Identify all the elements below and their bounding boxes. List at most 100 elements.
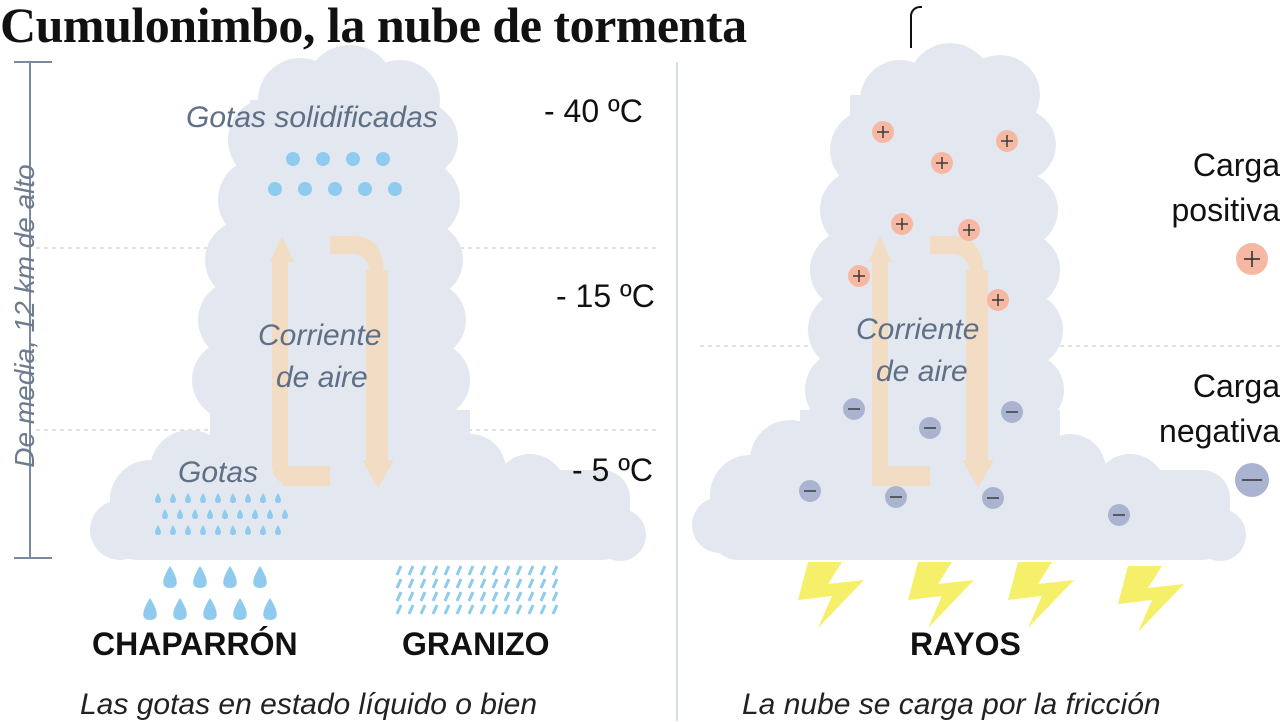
hail-streak	[505, 566, 509, 575]
temperature-label-bottom: - 5 ºC	[572, 452, 653, 489]
negative-charge-icon	[885, 486, 907, 508]
hail-streak	[469, 592, 473, 601]
hail-streak	[541, 566, 545, 575]
hail-streak	[505, 592, 509, 601]
raindrop	[143, 598, 157, 620]
hail-streak	[529, 579, 533, 588]
legend-negative-line1: Carga	[1193, 364, 1280, 409]
hail-streak	[433, 592, 437, 601]
right-current-label-line2: de aire	[876, 355, 968, 389]
hail-streak	[553, 566, 557, 575]
raindrop	[233, 598, 247, 620]
legend-positive-charge-icon	[1236, 243, 1268, 275]
panel-divider	[676, 62, 678, 721]
hail-streak	[409, 566, 413, 575]
lightning-bolt	[908, 562, 974, 628]
hail-streak	[505, 579, 509, 588]
hail-streak	[397, 566, 401, 575]
height-axis-label: De media, 12 km de alto	[9, 136, 41, 496]
hail-streak	[445, 605, 449, 614]
raindrop	[223, 566, 237, 588]
negative-charge-icon	[843, 398, 865, 420]
drops-label: Gotas	[178, 456, 258, 490]
negative-charge-icon	[799, 480, 821, 502]
hail-streak	[457, 592, 461, 601]
legend-negative-charge-icon	[1235, 463, 1269, 497]
positive-charge-icon	[872, 121, 894, 143]
raindrop	[203, 598, 217, 620]
lightning-bolt	[798, 562, 864, 628]
hail-streak	[541, 592, 545, 601]
hail-streak	[397, 579, 401, 588]
hail-streak	[517, 579, 521, 588]
legend-positive-line1: Carga	[1193, 143, 1280, 188]
lightning-bolt	[1118, 566, 1184, 632]
hail-streak	[517, 592, 521, 601]
hail-streak	[409, 579, 413, 588]
raindrop	[163, 566, 177, 588]
lightning-bolt	[1008, 562, 1074, 628]
legend-negative-line2: negativa	[1159, 409, 1280, 454]
hail-streak	[421, 592, 425, 601]
shower-label: CHAPARRÓN	[92, 626, 298, 663]
left-caption: Las gotas en estado líquido o bien	[80, 688, 537, 722]
negative-charge-icon	[1001, 401, 1023, 423]
hail-streak	[409, 592, 413, 601]
hail-streak	[529, 592, 533, 601]
hail-streak	[517, 566, 521, 575]
raindrop-icon	[143, 566, 277, 620]
hail-streak	[481, 566, 485, 575]
temperature-label-top: - 40 ºC	[544, 93, 643, 130]
hail-streak	[433, 566, 437, 575]
hail-streak	[469, 566, 473, 575]
hail-streak	[481, 605, 485, 614]
hail-label: GRANIZO	[402, 626, 550, 663]
right-caption: La nube se carga por la fricción	[742, 688, 1161, 722]
hail-streak	[481, 579, 485, 588]
legend-positive-line2: positiva	[1172, 188, 1280, 233]
hail-streak	[409, 605, 413, 614]
hail-icon	[397, 566, 557, 614]
positive-charge-icon	[996, 130, 1018, 152]
hail-streak	[469, 579, 473, 588]
hail-streak	[481, 592, 485, 601]
hail-streak	[541, 605, 545, 614]
hail-streak	[457, 605, 461, 614]
hail-streak	[433, 579, 437, 588]
hail-streak	[421, 605, 425, 614]
lightning-icon	[798, 562, 1184, 632]
hail-streak	[445, 566, 449, 575]
hail-streak	[529, 605, 533, 614]
raindrop	[253, 566, 267, 588]
hail-streak	[457, 579, 461, 588]
negative-charge-icon	[919, 417, 941, 439]
positive-charge-icon	[891, 213, 913, 235]
hail-streak	[517, 605, 521, 614]
raindrop	[173, 598, 187, 620]
positive-charge-icon	[987, 289, 1009, 311]
hail-streak	[553, 592, 557, 601]
positive-charge-icon	[931, 152, 953, 174]
hail-streak	[493, 579, 497, 588]
hail-streak	[505, 605, 509, 614]
negative-charge-icon	[982, 487, 1004, 509]
hail-streak	[445, 592, 449, 601]
hail-streak	[493, 605, 497, 614]
hail-streak	[397, 592, 401, 601]
hail-streak	[493, 592, 497, 601]
negative-charge-icon	[1108, 504, 1130, 526]
hail-streak	[553, 605, 557, 614]
lightning-label: RAYOS	[910, 626, 1021, 663]
positive-charge-icon	[848, 265, 870, 287]
right-current-label-line1: Corriente	[856, 313, 979, 347]
frozen-drops-label: Gotas solidificadas	[186, 101, 438, 135]
hail-streak	[493, 566, 497, 575]
hail-streak	[445, 579, 449, 588]
left-current-label-line1: Corriente	[258, 319, 381, 353]
temperature-label-middle: - 15 ºC	[556, 278, 655, 315]
hail-streak	[553, 579, 557, 588]
hail-streak	[397, 605, 401, 614]
raindrop	[263, 598, 277, 620]
positive-charge-icon	[958, 219, 980, 241]
hail-streak	[433, 605, 437, 614]
